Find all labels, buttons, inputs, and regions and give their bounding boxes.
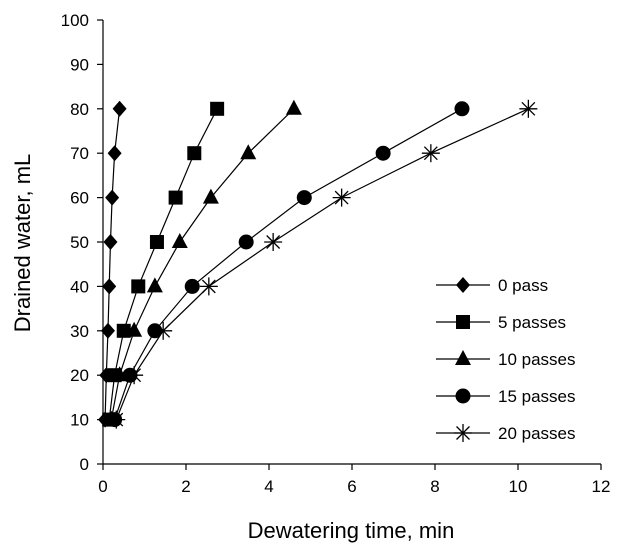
y-tick-label: 10 — [70, 411, 89, 430]
data-point-15-passes — [184, 278, 200, 294]
legend-marker — [454, 424, 472, 442]
series-line-10-passes — [110, 108, 295, 420]
legend-marker — [455, 350, 471, 365]
legend-entry-10-passes: 10 passes — [436, 350, 576, 369]
legend-label: 20 passes — [498, 424, 576, 443]
x-axis-title: Dewatering time, min — [248, 518, 455, 543]
data-point-15-passes — [296, 190, 312, 206]
y-axis-title: Drained water, mL — [10, 154, 35, 333]
data-point-10-passes — [146, 277, 163, 293]
y-tick-label: 70 — [70, 144, 89, 163]
data-point-10-passes — [126, 321, 143, 337]
series-20-passes — [107, 99, 538, 429]
data-point-10-passes — [285, 99, 302, 115]
data-point-5-passes — [187, 146, 202, 161]
data-point-5-passes — [168, 190, 183, 205]
legend-label: 0 pass — [498, 276, 548, 295]
legend-entry-0-pass: 0 pass — [436, 276, 548, 295]
series-5-passes — [102, 101, 225, 427]
y-tick-label: 40 — [70, 277, 89, 296]
data-point-20-passes — [332, 188, 351, 207]
data-point-20-passes — [264, 233, 283, 251]
y-tick-label: 20 — [70, 366, 89, 385]
data-point-10-passes — [202, 188, 219, 204]
data-point-20-passes — [421, 144, 440, 163]
data-point-15-passes — [375, 145, 391, 161]
data-point-5-passes — [116, 323, 131, 338]
data-point-0-pass — [102, 278, 117, 295]
axes: 0 2 4 6 8 10 12 0 10 20 30 40 50 60 70 80 90 100 — [61, 11, 611, 496]
data-point-5-passes — [210, 101, 225, 116]
legend-entry-15-passes: 15 passes — [436, 387, 576, 406]
x-tick-label: 4 — [264, 477, 273, 496]
series-15-passes — [107, 101, 470, 428]
series-0-pass — [98, 100, 127, 428]
data-point-5-passes — [131, 279, 146, 294]
legend-marker — [456, 277, 470, 293]
x-tick-label: 6 — [347, 477, 356, 496]
x-tick-label: 12 — [592, 477, 611, 496]
data-point-5-passes — [149, 235, 164, 249]
series-line-20-passes — [115, 108, 529, 420]
data-point-15-passes — [238, 234, 254, 250]
y-tick-label: 30 — [70, 322, 89, 341]
x-tick-label: 2 — [181, 477, 190, 496]
legend-entry-20-passes: 20 passes — [436, 424, 576, 443]
series-line-5-passes — [108, 108, 218, 420]
x-tick-label: 8 — [430, 477, 439, 496]
data-point-0-pass — [100, 322, 115, 339]
y-tick-label: 0 — [80, 455, 89, 474]
data-point-15-passes — [454, 101, 470, 117]
y-tick-label: 100 — [61, 11, 89, 30]
y-tick-label: 90 — [70, 55, 89, 74]
data-point-0-pass — [105, 189, 120, 206]
legend-label: 5 passes — [498, 313, 566, 332]
data-point-20-passes — [107, 410, 126, 429]
legend: 0 pass 5 passes 10 passes 15 passes 20 passe… — [436, 276, 576, 443]
series-layer — [98, 99, 538, 429]
x-tick-label: 0 — [98, 477, 107, 496]
legend-label: 10 passes — [498, 350, 576, 369]
legend-entry-5-passes: 5 passes — [436, 313, 566, 332]
legend-marker — [455, 388, 471, 404]
data-point-20-passes — [199, 277, 218, 296]
data-point-0-pass — [103, 234, 118, 250]
y-tick-label: 60 — [70, 189, 89, 208]
legend-marker — [456, 315, 470, 329]
y-tick-label: 80 — [70, 100, 89, 119]
data-point-0-pass — [112, 100, 127, 117]
legend-label: 15 passes — [498, 387, 576, 406]
data-point-10-passes — [240, 144, 257, 160]
data-point-20-passes — [125, 366, 144, 385]
x-tick-label: 10 — [509, 477, 528, 496]
data-point-20-passes — [154, 321, 173, 340]
data-point-10-passes — [171, 233, 188, 248]
data-point-0-pass — [107, 145, 122, 162]
y-tick-label: 50 — [70, 233, 89, 252]
data-point-20-passes — [519, 99, 538, 118]
